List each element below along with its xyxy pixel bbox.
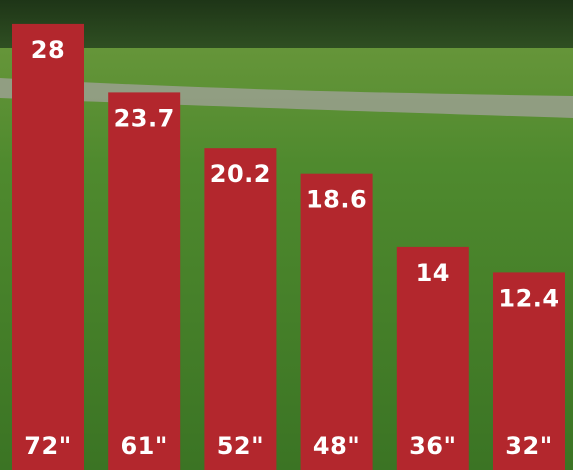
bar-6 <box>493 272 565 470</box>
bar-1 <box>12 23 84 470</box>
bar-value-label-3: 20.2 <box>210 160 271 188</box>
tree-line <box>0 0 573 48</box>
bar-value-label-5: 14 <box>416 259 450 287</box>
bar-value-label-6: 12.4 <box>498 284 559 312</box>
value-labels-group: 28 23.7 20.2 18.6 14 12.4 <box>31 36 559 312</box>
category-label-3: 52" <box>217 432 264 460</box>
bar-value-label-1: 28 <box>31 36 65 64</box>
bars-group <box>12 23 565 470</box>
category-label-5: 36" <box>409 432 456 460</box>
bar-3 <box>204 148 277 470</box>
category-label-4: 48" <box>313 432 360 460</box>
category-label-1: 72" <box>24 432 71 460</box>
bar-5 <box>396 246 469 470</box>
bar-value-label-4: 18.6 <box>306 186 367 214</box>
category-label-6: 32" <box>505 432 552 460</box>
category-label-2: 61" <box>120 432 167 460</box>
bar-value-label-2: 23.7 <box>114 104 175 132</box>
paved-path <box>0 78 573 118</box>
bar-2 <box>108 92 181 470</box>
bar-4 <box>300 173 373 470</box>
category-labels-group: 72" 61" 52" 48" 36" 32" <box>24 432 552 460</box>
